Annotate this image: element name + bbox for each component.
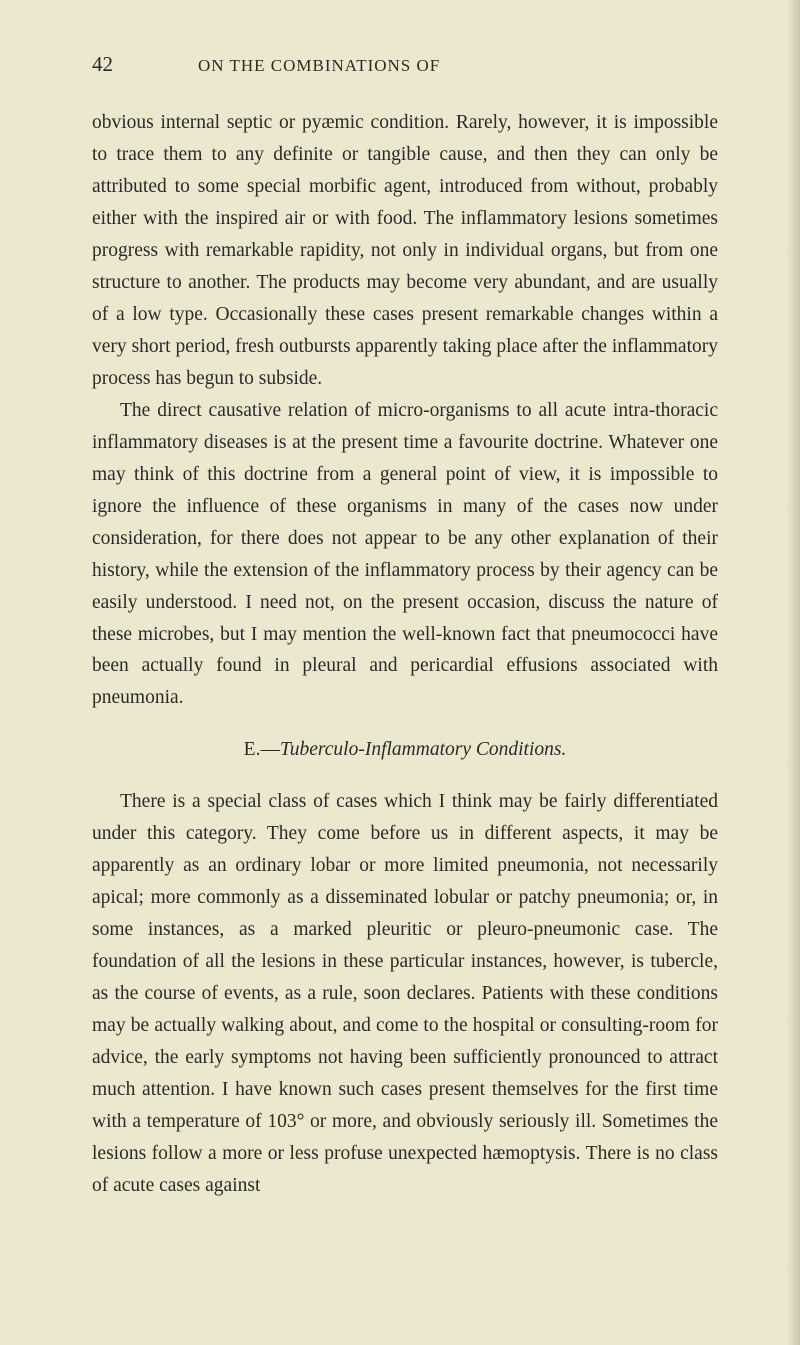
section-title: Tuberculo-Inflammatory Conditions.	[280, 739, 566, 760]
paragraph-2: The direct causative relation of micro-o…	[92, 395, 718, 715]
running-title: ON THE COMBINATIONS OF	[198, 56, 440, 76]
page-number: 42	[92, 52, 113, 77]
page-edge-shadow	[786, 0, 800, 1345]
section-prefix: E.—	[244, 739, 280, 760]
paragraph-3: There is a special class of cases which …	[92, 786, 718, 1202]
page-header: 42 ON THE COMBINATIONS OF	[92, 52, 718, 77]
paragraph-1: obvious internal septic or pyæmic condit…	[92, 107, 718, 395]
body-text: obvious internal septic or pyæmic condit…	[92, 107, 718, 1202]
section-heading: E.—Tuberculo-Inflammatory Conditions.	[92, 734, 718, 766]
